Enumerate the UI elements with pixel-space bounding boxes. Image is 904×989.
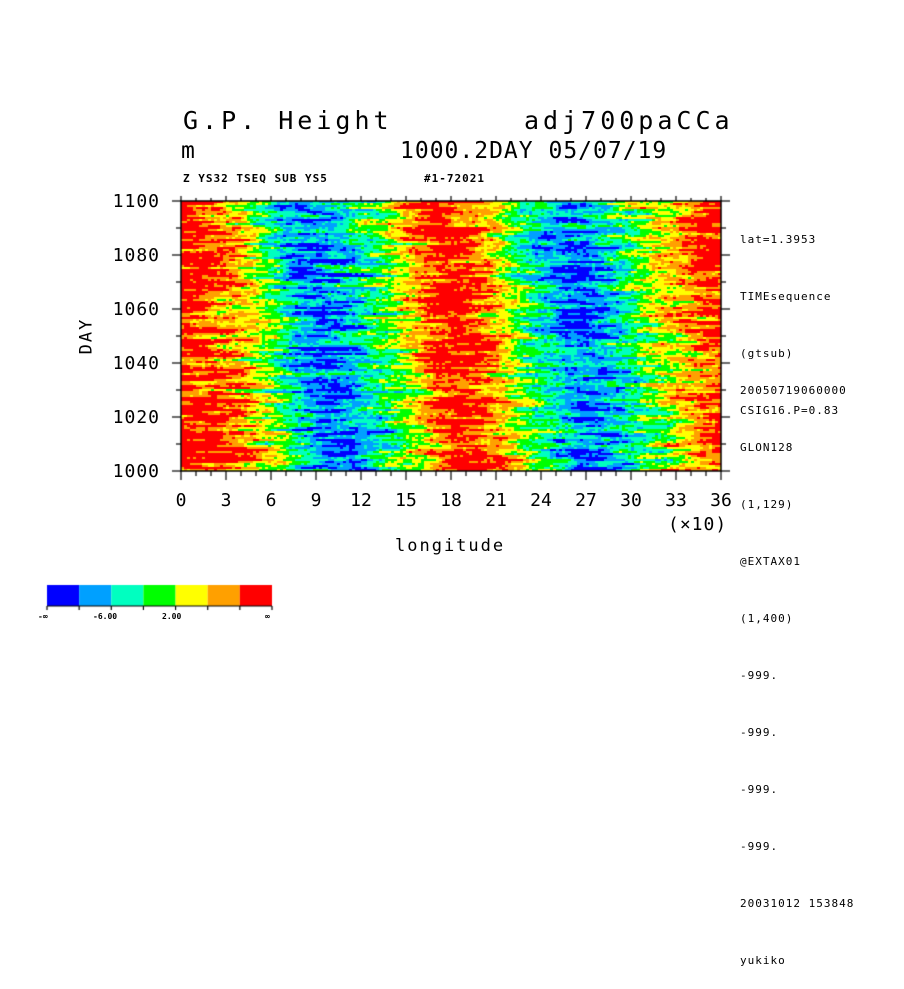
x-tick-label: 3 bbox=[220, 490, 232, 511]
y-axis-label: DAY bbox=[76, 317, 97, 355]
x-tick-label: 15 bbox=[395, 490, 417, 511]
legend-label: -∞ bbox=[38, 612, 48, 621]
x-tick-label: 27 bbox=[575, 490, 597, 511]
x-axis-label: longitude bbox=[395, 536, 506, 556]
heatmap-canvas bbox=[0, 0, 904, 654]
side-info-line: -999. bbox=[740, 726, 779, 739]
side-info-line: (1,400) bbox=[740, 612, 794, 625]
x-scale-label: (×10) bbox=[668, 514, 728, 535]
side-info-line: -999. bbox=[740, 669, 779, 682]
x-tick-label: 30 bbox=[620, 490, 642, 511]
side-info-line: -999. bbox=[740, 840, 779, 853]
x-tick-label: 12 bbox=[350, 490, 372, 511]
side-info-line: lat=1.3953 bbox=[740, 233, 817, 246]
side-info-line: yukiko bbox=[740, 954, 786, 967]
level-date-label: 1000.2DAY 05/07/19 bbox=[400, 138, 668, 164]
chart-title-right: adj700paCCa bbox=[524, 106, 734, 135]
legend-label: -6.00 bbox=[93, 612, 118, 621]
x-tick-label: 21 bbox=[485, 490, 507, 511]
chart-title-left: G.P. Height bbox=[183, 106, 393, 135]
x-tick-label: 0 bbox=[175, 490, 187, 511]
legend-label: 2.00 bbox=[162, 612, 182, 621]
subtitle-left: Z YS32 TSEQ SUB YS5 bbox=[183, 172, 328, 185]
y-tick-label: 1000 bbox=[112, 461, 160, 482]
side-info-top: lat=1.3953 TIMEsequence (gtsub) CSIG16.P… bbox=[740, 192, 839, 439]
y-tick-label: 1040 bbox=[112, 353, 160, 374]
x-tick-label: 6 bbox=[265, 490, 277, 511]
y-tick-label: 1100 bbox=[112, 191, 160, 212]
x-tick-label: 9 bbox=[310, 490, 322, 511]
side-info-bottom: 20050719060000 GLON128 (1,129) @EXTAX01 … bbox=[740, 343, 854, 989]
subtitle-right: #1-72021 bbox=[424, 172, 485, 185]
x-tick-label: 33 bbox=[665, 490, 687, 511]
side-info-line: (1,129) bbox=[740, 498, 794, 511]
x-tick-label: 18 bbox=[440, 490, 462, 511]
y-tick-label: 1060 bbox=[112, 299, 160, 320]
side-info-line: TIMEsequence bbox=[740, 290, 832, 303]
side-info-line: @EXTAX01 bbox=[740, 555, 801, 568]
side-info-line: -999. bbox=[740, 783, 779, 796]
x-tick-label: 24 bbox=[530, 490, 552, 511]
side-info-line: 20050719060000 bbox=[740, 384, 847, 397]
unit-label: m bbox=[181, 138, 196, 164]
x-tick-label: 36 bbox=[710, 490, 732, 511]
side-info-line: 20031012 153848 bbox=[740, 897, 855, 910]
legend-label: ∞ bbox=[265, 612, 270, 621]
y-tick-label: 1080 bbox=[112, 245, 160, 266]
y-tick-label: 1020 bbox=[112, 407, 160, 428]
side-info-line: (gtsub) bbox=[740, 347, 794, 360]
side-info-line: CSIG16.P=0.83 bbox=[740, 404, 840, 417]
side-info-line: GLON128 bbox=[740, 441, 794, 454]
